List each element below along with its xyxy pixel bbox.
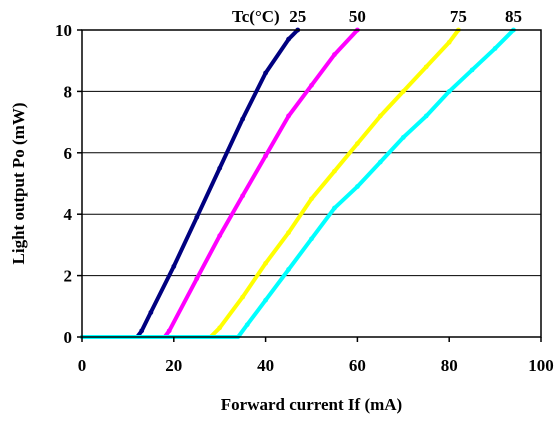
series-point-75 [355,141,360,146]
series-point-85 [400,135,406,140]
series-point-85 [423,113,429,119]
y-tick-label-0: 0 [64,328,73,347]
y-tick-label-10: 10 [55,21,72,40]
series-label-85: 85 [505,7,522,26]
series-point-85 [492,46,498,51]
series-point-50 [217,233,223,239]
series-point-75 [377,113,383,119]
series-point-25 [171,263,177,269]
series-point-85 [332,205,337,211]
series-point-25 [139,328,145,334]
series-point-50 [286,113,291,119]
y-tick-label-2: 2 [64,267,73,286]
y-tick-label-4: 4 [64,205,73,224]
y-axis-title: Light output Po (mW) [9,103,28,265]
series-point-85 [286,267,291,272]
series-point-25 [217,165,223,171]
series-label-75: 75 [450,7,467,26]
x-tick-label-60: 60 [349,356,366,375]
series-point-85 [469,67,475,73]
series-layer [80,27,516,339]
series-point-75 [217,325,223,331]
series-point-25 [148,310,154,315]
series-point-50 [194,276,200,282]
x-tick-label-20: 20 [165,356,182,375]
series-point-85 [244,322,250,328]
series-point-50 [240,193,246,199]
legend-title: Tc(°C) [232,7,280,26]
plot-frame [81,29,542,338]
series-point-85 [446,89,452,94]
series-label-50: 50 [349,7,366,26]
series-point-50 [263,153,268,159]
gridlines [82,90,541,277]
series-point-75 [286,230,291,236]
series-label-25: 25 [289,7,306,26]
series-point-50 [332,52,337,57]
x-tick-label-40: 40 [257,356,274,375]
series-point-25 [263,70,268,76]
series-point-50 [166,328,172,334]
series-labels: 25 50 75 85 [289,7,522,26]
series-point-75 [446,39,452,45]
series-point-85 [377,159,383,165]
series-point-25 [194,214,200,220]
series-point-75 [263,260,268,266]
x-axis-title: Forward current If (mA) [221,395,402,414]
x-tick-label-80: 80 [441,356,458,375]
series-line-75 [80,28,461,339]
series-point-75 [240,294,246,300]
series-point-75 [400,89,406,94]
series-point-75 [309,196,314,202]
series-point-75 [423,64,429,70]
series-line-50 [80,28,360,339]
series-point-50 [309,82,314,88]
y-tick-label-8: 8 [64,82,73,101]
x-tick-label-100: 100 [528,356,554,375]
series-point-25 [286,36,291,42]
x-tick-label-0: 0 [78,356,87,375]
y-tick-label-6: 6 [64,144,73,163]
series-point-75 [332,168,337,174]
series-point-85 [355,184,360,189]
series-point-85 [309,236,314,242]
series-point-25 [240,116,246,122]
series-point-85 [263,297,268,303]
series-line-85 [80,28,516,339]
tick-marks [77,29,542,342]
